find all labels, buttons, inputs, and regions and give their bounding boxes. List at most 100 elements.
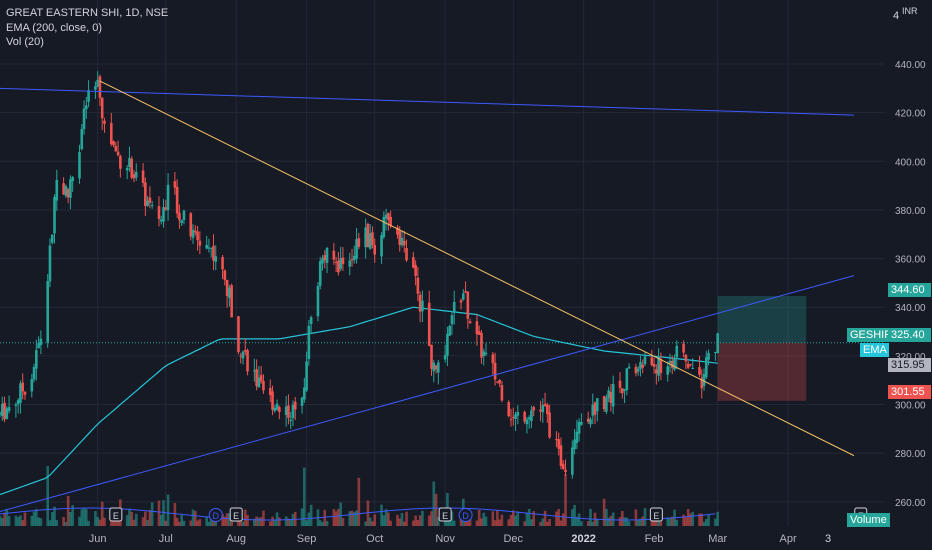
volume-bar xyxy=(421,510,424,526)
volume-bar xyxy=(636,519,640,526)
volume-bar xyxy=(577,513,581,526)
volume-bar xyxy=(691,511,694,526)
candle-body xyxy=(468,321,472,324)
candle-body xyxy=(357,238,361,247)
candle-body xyxy=(627,367,631,369)
candle-body xyxy=(611,384,615,407)
volume-bar xyxy=(689,513,692,526)
volume-bar xyxy=(114,521,118,526)
volume-bar xyxy=(341,517,345,526)
volume-bar xyxy=(355,510,358,526)
candle-body xyxy=(382,216,386,237)
candle-body xyxy=(650,357,654,366)
candle-body xyxy=(159,219,163,222)
volume-bar xyxy=(586,521,590,526)
candle-body xyxy=(620,388,624,394)
volume-bar xyxy=(484,516,488,526)
candle-body xyxy=(427,302,431,346)
volume-bar xyxy=(30,515,34,526)
volume-bar xyxy=(507,519,511,526)
volume-bar xyxy=(427,515,431,526)
candle-body xyxy=(334,261,338,263)
candle-body xyxy=(300,397,304,406)
volume-bar xyxy=(380,504,383,526)
volume-bar xyxy=(609,515,613,526)
candle-body xyxy=(380,235,383,257)
volume-bar xyxy=(532,511,536,526)
volume-bar xyxy=(564,474,567,526)
candle-body xyxy=(46,281,49,343)
candle-body xyxy=(348,260,352,267)
candle-body xyxy=(448,325,451,336)
volume-bar xyxy=(262,510,265,526)
volume-bar xyxy=(109,517,113,526)
volume-bar xyxy=(418,515,422,526)
volume-bar xyxy=(259,517,263,526)
candle-body xyxy=(655,369,658,374)
volume-bar xyxy=(575,516,579,526)
candle-body xyxy=(55,179,59,201)
volume-bar xyxy=(527,508,531,526)
volume-bar xyxy=(396,514,399,526)
volume-bar xyxy=(48,520,52,526)
top-corner-value: 4 xyxy=(893,10,900,22)
volume-bar xyxy=(557,508,560,526)
volume-bar xyxy=(180,515,183,526)
candle-body xyxy=(666,366,670,375)
symbol-tag: GESHIP xyxy=(847,328,892,342)
event-marker-label: E xyxy=(653,511,659,521)
time-tick-label: Jul xyxy=(159,533,173,545)
candle-body xyxy=(698,367,701,375)
volume-bar xyxy=(309,504,313,526)
price-axis: 260.00 280.00 300.00 320.00 340.00 360.00 380.… xyxy=(895,60,926,509)
candle-body xyxy=(418,294,422,312)
ema-indicator-label[interactable]: EMA (200, close, 0) xyxy=(6,22,102,34)
volume-bar xyxy=(525,512,529,526)
price-tick-label: 440.00 xyxy=(895,60,926,71)
volume-bar xyxy=(85,509,88,526)
volume-bar xyxy=(205,516,208,526)
volume-bar xyxy=(430,511,433,526)
volume-bar xyxy=(659,520,663,526)
volume-bar xyxy=(605,508,608,526)
candle-body xyxy=(32,366,36,380)
volume-bar xyxy=(480,518,483,526)
candle-body xyxy=(5,408,9,419)
volume-bar xyxy=(398,518,402,526)
volume-bar xyxy=(228,513,231,526)
volume-bar xyxy=(39,518,43,526)
earnings-marker xyxy=(438,507,452,522)
candle-body xyxy=(602,396,606,410)
volume-indicator-label[interactable]: Vol (20) xyxy=(6,36,44,48)
candle-body xyxy=(514,414,517,420)
volume-bar xyxy=(134,513,138,526)
volume-bar xyxy=(321,521,324,526)
candle-body xyxy=(539,409,542,412)
target-price-tag: 344.60 xyxy=(888,283,931,297)
volume-bar xyxy=(130,511,134,526)
volume-bar xyxy=(491,511,495,526)
bottom-corner-value: 3 xyxy=(825,533,832,545)
volume-bar xyxy=(237,517,240,526)
candle-body xyxy=(85,105,88,110)
volume-bar xyxy=(548,518,551,526)
grid xyxy=(0,0,885,526)
volume-bar xyxy=(591,521,595,526)
volume-bar xyxy=(23,512,27,526)
volume-bar xyxy=(434,493,438,526)
volume-bar xyxy=(271,516,274,526)
volume-bar xyxy=(103,517,106,526)
candle-body xyxy=(546,404,549,415)
volume-bar xyxy=(350,510,354,526)
volume-bar xyxy=(627,521,631,526)
candle-body xyxy=(459,300,463,303)
volume-bar xyxy=(546,521,549,526)
volume-bar xyxy=(0,518,4,526)
candle-body xyxy=(543,403,547,406)
volume-bar xyxy=(500,514,504,526)
candle-body xyxy=(670,360,674,368)
candle-body xyxy=(255,369,258,387)
candle-body xyxy=(686,363,690,368)
